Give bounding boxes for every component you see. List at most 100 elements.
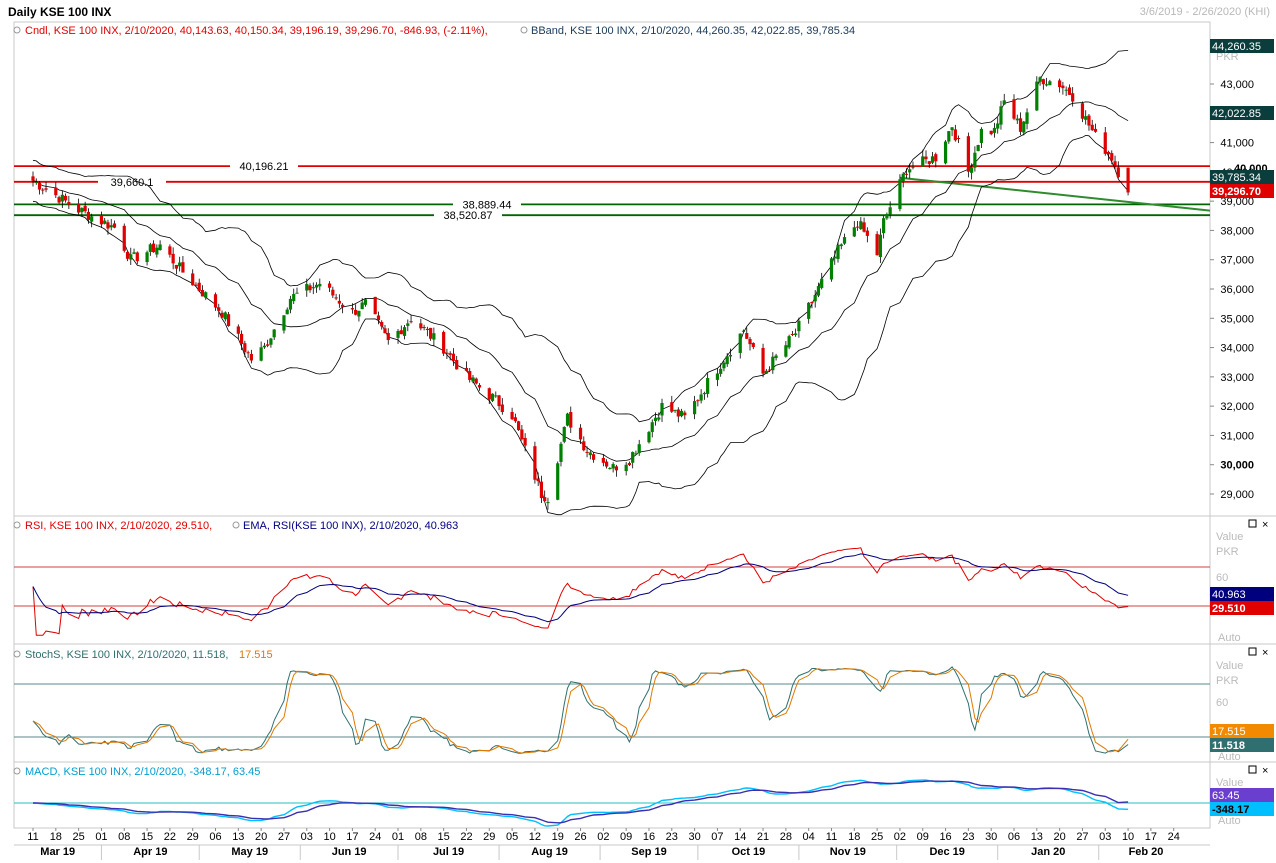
candle[interactable]: [305, 278, 309, 297]
candle[interactable]: [334, 293, 338, 301]
candle[interactable]: [725, 353, 729, 367]
candle[interactable]: [83, 201, 87, 214]
candle[interactable]: [497, 394, 501, 411]
candle[interactable]: [106, 219, 110, 235]
candle[interactable]: [213, 292, 218, 311]
candle[interactable]: [794, 328, 798, 337]
candle[interactable]: [350, 303, 354, 314]
candle[interactable]: [406, 319, 410, 332]
candle[interactable]: [539, 475, 544, 503]
candle[interactable]: [1116, 161, 1120, 179]
candle[interactable]: [865, 227, 869, 243]
candle[interactable]: [957, 135, 961, 143]
rsi-plot-area[interactable]: [13, 515, 1211, 645]
candle[interactable]: [292, 288, 296, 305]
candle[interactable]: [34, 178, 38, 185]
candle[interactable]: [859, 217, 863, 231]
candle[interactable]: [191, 269, 195, 286]
candle[interactable]: [1087, 113, 1091, 131]
candle[interactable]: [363, 298, 368, 307]
candle[interactable]: [1090, 119, 1094, 131]
candle[interactable]: [1064, 86, 1068, 97]
candle[interactable]: [262, 342, 266, 349]
candle[interactable]: [820, 272, 824, 290]
candle[interactable]: [719, 363, 723, 377]
candle[interactable]: [1084, 110, 1088, 125]
candle[interactable]: [171, 247, 175, 270]
candle[interactable]: [973, 146, 977, 172]
candle[interactable]: [882, 215, 886, 239]
candle[interactable]: [269, 337, 273, 348]
candle[interactable]: [1015, 114, 1019, 124]
candle[interactable]: [383, 324, 387, 334]
candle[interactable]: [836, 242, 840, 263]
candle[interactable]: [693, 395, 697, 420]
candle[interactable]: [657, 412, 661, 422]
candle[interactable]: [409, 315, 413, 324]
candle[interactable]: [1080, 101, 1085, 123]
candle[interactable]: [1012, 94, 1016, 121]
candle[interactable]: [543, 490, 547, 502]
candle[interactable]: [810, 301, 814, 309]
candle[interactable]: [771, 352, 775, 374]
candle[interactable]: [151, 240, 156, 253]
candle[interactable]: [500, 398, 504, 415]
candle[interactable]: [223, 311, 227, 322]
candle[interactable]: [934, 152, 938, 168]
candle[interactable]: [683, 410, 687, 420]
candle[interactable]: [194, 282, 198, 287]
price-plot-area[interactable]: [13, 21, 1211, 517]
candle[interactable]: [921, 149, 925, 167]
candle[interactable]: [999, 100, 1003, 130]
candle[interactable]: [86, 208, 91, 224]
stoch-close-icon[interactable]: ×: [1262, 647, 1268, 659]
candle[interactable]: [748, 337, 752, 351]
candle[interactable]: [605, 459, 609, 469]
candle[interactable]: [696, 399, 700, 407]
candle[interactable]: [513, 413, 517, 423]
candle[interactable]: [109, 218, 113, 231]
candle[interactable]: [591, 452, 596, 463]
candle[interactable]: [660, 398, 664, 422]
candle[interactable]: [246, 350, 250, 359]
candle[interactable]: [1048, 79, 1052, 86]
candle[interactable]: [494, 391, 498, 398]
candle[interactable]: [523, 433, 527, 452]
candle[interactable]: [386, 328, 390, 345]
candle[interactable]: [852, 220, 856, 238]
candle[interactable]: [197, 278, 201, 292]
candle[interactable]: [533, 441, 537, 484]
macd-maximize-icon[interactable]: [1248, 765, 1257, 774]
candle[interactable]: [373, 296, 377, 315]
candle[interactable]: [376, 311, 381, 325]
candle[interactable]: [745, 327, 749, 339]
candle[interactable]: [419, 318, 423, 331]
candle[interactable]: [650, 419, 654, 438]
candle[interactable]: [878, 228, 882, 263]
candle[interactable]: [63, 193, 68, 203]
candle[interactable]: [787, 334, 791, 350]
candle[interactable]: [855, 221, 860, 231]
candle[interactable]: [517, 420, 521, 431]
candle[interactable]: [360, 298, 364, 310]
candle[interactable]: [181, 256, 185, 273]
candle[interactable]: [578, 424, 583, 444]
macd-close-icon[interactable]: ×: [1262, 765, 1268, 777]
stoch-maximize-icon[interactable]: [1248, 647, 1257, 656]
candle[interactable]: [582, 436, 586, 452]
candle[interactable]: [204, 291, 208, 300]
candle[interactable]: [614, 464, 618, 477]
candle[interactable]: [399, 325, 403, 335]
candle[interactable]: [31, 171, 35, 187]
candle[interactable]: [1044, 77, 1049, 87]
candle[interactable]: [585, 446, 589, 458]
candle[interactable]: [816, 282, 821, 298]
candle[interactable]: [80, 207, 84, 217]
rsi-auto[interactable]: Auto: [1218, 632, 1241, 644]
candle[interactable]: [901, 171, 905, 188]
candle[interactable]: [311, 282, 315, 295]
candle[interactable]: [341, 303, 345, 314]
candle[interactable]: [327, 281, 332, 293]
candle[interactable]: [67, 195, 71, 209]
candle[interactable]: [722, 360, 726, 372]
